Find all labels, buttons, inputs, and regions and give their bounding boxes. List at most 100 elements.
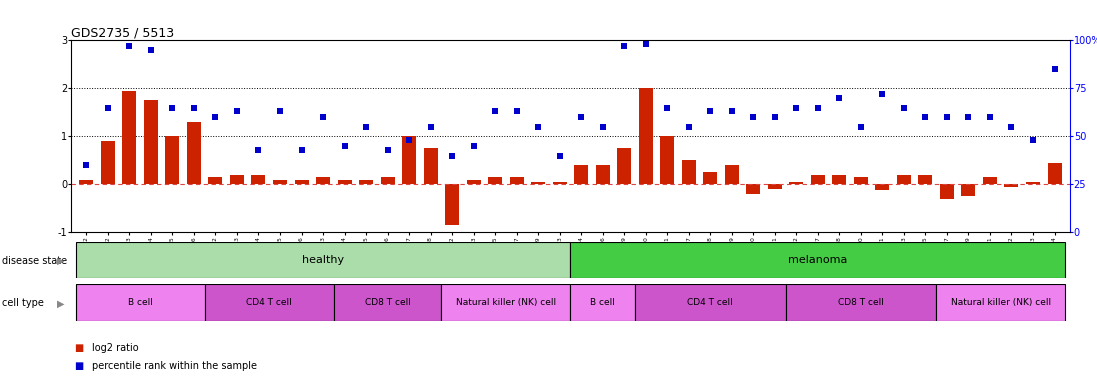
- Bar: [144, 100, 158, 184]
- Point: [378, 147, 396, 153]
- Point: [336, 143, 353, 149]
- Bar: [875, 184, 890, 190]
- Point: [917, 114, 935, 120]
- Bar: [294, 180, 308, 184]
- Bar: [570, 284, 635, 321]
- Bar: [660, 136, 675, 184]
- Bar: [918, 175, 932, 184]
- Text: ■: ■: [75, 361, 83, 371]
- Text: healthy: healthy: [302, 255, 344, 265]
- Text: melanoma: melanoma: [788, 255, 848, 265]
- Point: [422, 124, 440, 130]
- Point: [1045, 66, 1063, 72]
- Bar: [725, 165, 738, 184]
- Bar: [785, 284, 936, 321]
- Bar: [983, 177, 997, 184]
- Point: [960, 114, 977, 120]
- Point: [766, 114, 783, 120]
- Bar: [359, 180, 373, 184]
- Point: [573, 114, 590, 120]
- Bar: [123, 91, 136, 184]
- Bar: [441, 284, 570, 321]
- Point: [701, 108, 719, 114]
- Text: ■: ■: [75, 343, 83, 353]
- Point: [443, 152, 461, 159]
- Text: B cell: B cell: [590, 298, 615, 307]
- Bar: [681, 161, 695, 184]
- Point: [593, 124, 611, 130]
- Bar: [1005, 184, 1018, 187]
- Point: [852, 124, 870, 130]
- Point: [1025, 137, 1042, 143]
- Bar: [618, 148, 631, 184]
- Point: [293, 147, 310, 153]
- Point: [121, 43, 138, 49]
- Point: [185, 104, 203, 111]
- Bar: [638, 88, 653, 184]
- Bar: [273, 180, 287, 184]
- Text: disease state: disease state: [2, 256, 67, 266]
- Bar: [790, 182, 803, 184]
- Bar: [333, 284, 441, 321]
- Bar: [897, 175, 911, 184]
- Bar: [553, 182, 567, 184]
- Bar: [76, 242, 570, 278]
- Point: [206, 114, 224, 120]
- Point: [680, 124, 698, 130]
- Bar: [230, 175, 244, 184]
- Bar: [166, 136, 180, 184]
- Text: percentile rank within the sample: percentile rank within the sample: [92, 361, 257, 371]
- Text: CD8 T cell: CD8 T cell: [838, 298, 884, 307]
- Bar: [936, 284, 1065, 321]
- Bar: [1048, 163, 1062, 184]
- Text: CD4 T cell: CD4 T cell: [688, 298, 733, 307]
- Point: [508, 108, 525, 114]
- Point: [99, 104, 116, 111]
- Text: B cell: B cell: [127, 298, 152, 307]
- Bar: [510, 177, 523, 184]
- Point: [551, 152, 568, 159]
- Text: Natural killer (NK) cell: Natural killer (NK) cell: [456, 298, 556, 307]
- Point: [163, 104, 181, 111]
- Bar: [488, 177, 502, 184]
- Text: log2 ratio: log2 ratio: [92, 343, 139, 353]
- Point: [486, 108, 504, 114]
- Bar: [445, 184, 460, 225]
- Point: [271, 108, 289, 114]
- Bar: [251, 175, 265, 184]
- Bar: [466, 180, 480, 184]
- Point: [530, 124, 547, 130]
- Point: [723, 108, 740, 114]
- Point: [615, 43, 633, 49]
- Bar: [208, 177, 223, 184]
- Bar: [316, 177, 330, 184]
- Bar: [940, 184, 954, 199]
- Bar: [403, 136, 416, 184]
- Bar: [811, 175, 825, 184]
- Bar: [531, 182, 545, 184]
- Bar: [635, 284, 785, 321]
- Text: ▶: ▶: [57, 298, 65, 308]
- Point: [938, 114, 955, 120]
- Point: [465, 143, 483, 149]
- Text: ▶: ▶: [57, 256, 65, 266]
- Bar: [76, 284, 205, 321]
- Bar: [79, 180, 93, 184]
- Point: [637, 41, 655, 47]
- Bar: [768, 184, 782, 189]
- Bar: [746, 184, 760, 194]
- Bar: [833, 175, 847, 184]
- Bar: [381, 177, 395, 184]
- Point: [78, 162, 95, 168]
- Point: [873, 91, 891, 97]
- Bar: [703, 172, 717, 184]
- Point: [810, 104, 827, 111]
- Text: Natural killer (NK) cell: Natural killer (NK) cell: [951, 298, 1051, 307]
- Point: [830, 95, 848, 101]
- Point: [788, 104, 805, 111]
- Point: [143, 47, 160, 53]
- Point: [228, 108, 246, 114]
- Bar: [186, 122, 201, 184]
- Point: [658, 104, 676, 111]
- Bar: [101, 141, 115, 184]
